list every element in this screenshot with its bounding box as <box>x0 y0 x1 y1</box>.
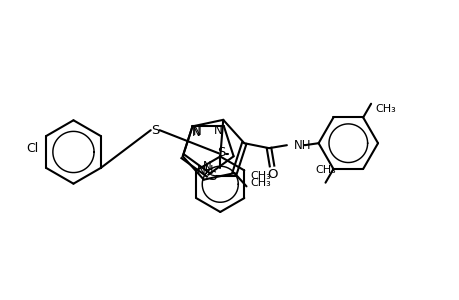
Text: N: N <box>202 160 211 173</box>
Text: S: S <box>151 124 160 137</box>
Text: CH₃: CH₃ <box>250 178 271 188</box>
Text: N: N <box>193 125 202 138</box>
Text: N: N <box>192 126 201 139</box>
Text: S: S <box>208 170 216 183</box>
Text: NH: NH <box>196 164 214 177</box>
Text: Cl: Cl <box>26 142 38 154</box>
Text: NH: NH <box>293 139 311 152</box>
Text: S: S <box>217 146 225 159</box>
Text: CH₃: CH₃ <box>249 171 270 181</box>
Text: O: O <box>266 168 277 182</box>
Text: CH₃: CH₃ <box>314 165 335 175</box>
Text: CH₃: CH₃ <box>374 104 395 114</box>
Text: N: N <box>213 124 222 137</box>
